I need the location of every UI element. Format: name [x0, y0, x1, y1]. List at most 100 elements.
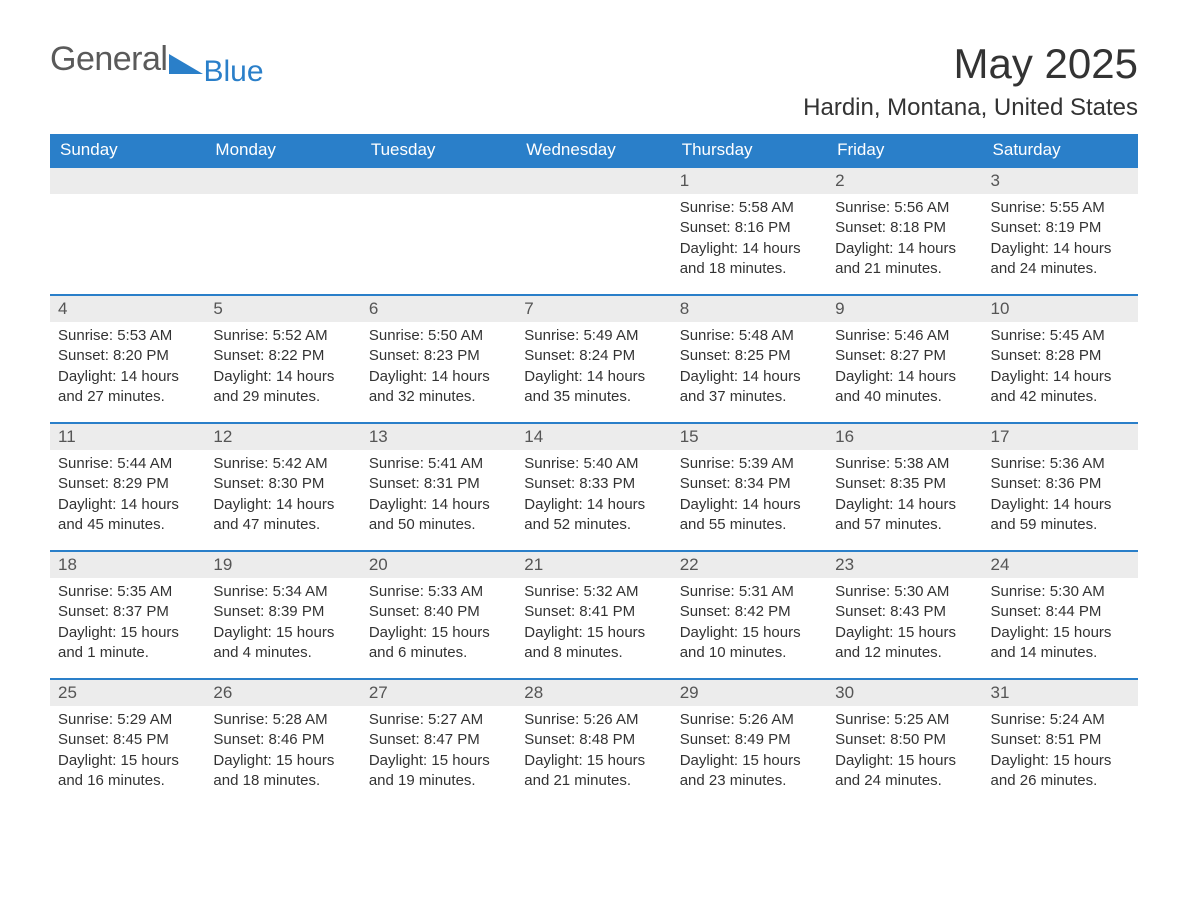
- daylight-text: Daylight: 15 hours and 16 minutes.: [58, 751, 197, 792]
- day-details: Sunrise: 5:46 AMSunset: 8:27 PMDaylight:…: [827, 322, 982, 415]
- calendar-week-row: 1Sunrise: 5:58 AMSunset: 8:16 PMDaylight…: [50, 166, 1138, 294]
- sunrise-text: Sunrise: 5:34 AM: [213, 582, 352, 602]
- sunrise-text: Sunrise: 5:32 AM: [524, 582, 663, 602]
- sunrise-text: Sunrise: 5:58 AM: [680, 198, 819, 218]
- calendar-day-cell: 7Sunrise: 5:49 AMSunset: 8:24 PMDaylight…: [516, 294, 671, 422]
- sunrise-text: Sunrise: 5:45 AM: [991, 326, 1130, 346]
- calendar-day-cell: 31Sunrise: 5:24 AMSunset: 8:51 PMDayligh…: [983, 678, 1138, 806]
- day-details: Sunrise: 5:45 AMSunset: 8:28 PMDaylight:…: [983, 322, 1138, 415]
- day-number: 5: [205, 294, 360, 322]
- calendar-day-cell: 8Sunrise: 5:48 AMSunset: 8:25 PMDaylight…: [672, 294, 827, 422]
- day-number: 26: [205, 678, 360, 706]
- calendar-day-cell: 29Sunrise: 5:26 AMSunset: 8:49 PMDayligh…: [672, 678, 827, 806]
- weekday-header: Friday: [827, 134, 982, 166]
- daylight-text: Daylight: 15 hours and 12 minutes.: [835, 623, 974, 664]
- day-details: Sunrise: 5:35 AMSunset: 8:37 PMDaylight:…: [50, 578, 205, 671]
- day-number: 20: [361, 550, 516, 578]
- daylight-text: Daylight: 14 hours and 52 minutes.: [524, 495, 663, 536]
- day-details: Sunrise: 5:40 AMSunset: 8:33 PMDaylight:…: [516, 450, 671, 543]
- calendar-day-cell: 15Sunrise: 5:39 AMSunset: 8:34 PMDayligh…: [672, 422, 827, 550]
- calendar-day-cell: 18Sunrise: 5:35 AMSunset: 8:37 PMDayligh…: [50, 550, 205, 678]
- day-number: 16: [827, 422, 982, 450]
- sunrise-text: Sunrise: 5:40 AM: [524, 454, 663, 474]
- calendar-day-cell: [516, 166, 671, 294]
- calendar-day-cell: 22Sunrise: 5:31 AMSunset: 8:42 PMDayligh…: [672, 550, 827, 678]
- calendar-day-cell: 10Sunrise: 5:45 AMSunset: 8:28 PMDayligh…: [983, 294, 1138, 422]
- day-number: 30: [827, 678, 982, 706]
- calendar-week-row: 18Sunrise: 5:35 AMSunset: 8:37 PMDayligh…: [50, 550, 1138, 678]
- calendar-table: SundayMondayTuesdayWednesdayThursdayFrid…: [50, 134, 1138, 806]
- sunrise-text: Sunrise: 5:35 AM: [58, 582, 197, 602]
- day-number: 25: [50, 678, 205, 706]
- calendar-day-cell: 21Sunrise: 5:32 AMSunset: 8:41 PMDayligh…: [516, 550, 671, 678]
- calendar-day-cell: 17Sunrise: 5:36 AMSunset: 8:36 PMDayligh…: [983, 422, 1138, 550]
- calendar-day-cell: 23Sunrise: 5:30 AMSunset: 8:43 PMDayligh…: [827, 550, 982, 678]
- sunset-text: Sunset: 8:28 PM: [991, 346, 1130, 366]
- day-details: Sunrise: 5:38 AMSunset: 8:35 PMDaylight:…: [827, 450, 982, 543]
- day-number: 9: [827, 294, 982, 322]
- day-details: Sunrise: 5:56 AMSunset: 8:18 PMDaylight:…: [827, 194, 982, 287]
- daylight-text: Daylight: 14 hours and 40 minutes.: [835, 367, 974, 408]
- day-details: Sunrise: 5:32 AMSunset: 8:41 PMDaylight:…: [516, 578, 671, 671]
- weekday-header: Tuesday: [361, 134, 516, 166]
- sunset-text: Sunset: 8:25 PM: [680, 346, 819, 366]
- day-number: 7: [516, 294, 671, 322]
- day-details: Sunrise: 5:30 AMSunset: 8:43 PMDaylight:…: [827, 578, 982, 671]
- sunset-text: Sunset: 8:19 PM: [991, 218, 1130, 238]
- sunrise-text: Sunrise: 5:27 AM: [369, 710, 508, 730]
- day-details: Sunrise: 5:36 AMSunset: 8:36 PMDaylight:…: [983, 450, 1138, 543]
- calendar-day-cell: 4Sunrise: 5:53 AMSunset: 8:20 PMDaylight…: [50, 294, 205, 422]
- day-details: Sunrise: 5:39 AMSunset: 8:34 PMDaylight:…: [672, 450, 827, 543]
- sunset-text: Sunset: 8:41 PM: [524, 602, 663, 622]
- daylight-text: Daylight: 14 hours and 27 minutes.: [58, 367, 197, 408]
- calendar-header-row: SundayMondayTuesdayWednesdayThursdayFrid…: [50, 134, 1138, 166]
- sunset-text: Sunset: 8:42 PM: [680, 602, 819, 622]
- sunrise-text: Sunrise: 5:48 AM: [680, 326, 819, 346]
- day-details: Sunrise: 5:50 AMSunset: 8:23 PMDaylight:…: [361, 322, 516, 415]
- sunset-text: Sunset: 8:40 PM: [369, 602, 508, 622]
- daylight-text: Daylight: 15 hours and 23 minutes.: [680, 751, 819, 792]
- sunset-text: Sunset: 8:22 PM: [213, 346, 352, 366]
- daylight-text: Daylight: 15 hours and 24 minutes.: [835, 751, 974, 792]
- daylight-text: Daylight: 15 hours and 1 minute.: [58, 623, 197, 664]
- calendar-week-row: 11Sunrise: 5:44 AMSunset: 8:29 PMDayligh…: [50, 422, 1138, 550]
- sunrise-text: Sunrise: 5:52 AM: [213, 326, 352, 346]
- day-number-bar: [205, 166, 360, 194]
- daylight-text: Daylight: 14 hours and 45 minutes.: [58, 495, 197, 536]
- day-details: Sunrise: 5:58 AMSunset: 8:16 PMDaylight:…: [672, 194, 827, 287]
- sunset-text: Sunset: 8:51 PM: [991, 730, 1130, 750]
- daylight-text: Daylight: 14 hours and 18 minutes.: [680, 239, 819, 280]
- sunrise-text: Sunrise: 5:31 AM: [680, 582, 819, 602]
- day-number-bar: [361, 166, 516, 194]
- daylight-text: Daylight: 14 hours and 35 minutes.: [524, 367, 663, 408]
- calendar-day-cell: 2Sunrise: 5:56 AMSunset: 8:18 PMDaylight…: [827, 166, 982, 294]
- sunrise-text: Sunrise: 5:53 AM: [58, 326, 197, 346]
- calendar-day-cell: 27Sunrise: 5:27 AMSunset: 8:47 PMDayligh…: [361, 678, 516, 806]
- calendar-week-row: 4Sunrise: 5:53 AMSunset: 8:20 PMDaylight…: [50, 294, 1138, 422]
- day-number: 27: [361, 678, 516, 706]
- header: General Blue May 2025 Hardin, Montana, U…: [50, 40, 1138, 122]
- calendar-day-cell: [50, 166, 205, 294]
- sunset-text: Sunset: 8:24 PM: [524, 346, 663, 366]
- sunrise-text: Sunrise: 5:50 AM: [369, 326, 508, 346]
- daylight-text: Daylight: 15 hours and 10 minutes.: [680, 623, 819, 664]
- calendar-day-cell: 28Sunrise: 5:26 AMSunset: 8:48 PMDayligh…: [516, 678, 671, 806]
- sunrise-text: Sunrise: 5:30 AM: [835, 582, 974, 602]
- sunrise-text: Sunrise: 5:55 AM: [991, 198, 1130, 218]
- logo-word1: General: [50, 40, 167, 79]
- sunset-text: Sunset: 8:35 PM: [835, 474, 974, 494]
- day-number-bar: [516, 166, 671, 194]
- sunset-text: Sunset: 8:16 PM: [680, 218, 819, 238]
- day-details: Sunrise: 5:28 AMSunset: 8:46 PMDaylight:…: [205, 706, 360, 799]
- sunset-text: Sunset: 8:34 PM: [680, 474, 819, 494]
- sunset-text: Sunset: 8:20 PM: [58, 346, 197, 366]
- sunset-text: Sunset: 8:31 PM: [369, 474, 508, 494]
- sunset-text: Sunset: 8:45 PM: [58, 730, 197, 750]
- day-number: 10: [983, 294, 1138, 322]
- calendar-day-cell: 12Sunrise: 5:42 AMSunset: 8:30 PMDayligh…: [205, 422, 360, 550]
- calendar-day-cell: 14Sunrise: 5:40 AMSunset: 8:33 PMDayligh…: [516, 422, 671, 550]
- day-details: Sunrise: 5:24 AMSunset: 8:51 PMDaylight:…: [983, 706, 1138, 799]
- sunset-text: Sunset: 8:30 PM: [213, 474, 352, 494]
- daylight-text: Daylight: 14 hours and 29 minutes.: [213, 367, 352, 408]
- calendar-day-cell: [205, 166, 360, 294]
